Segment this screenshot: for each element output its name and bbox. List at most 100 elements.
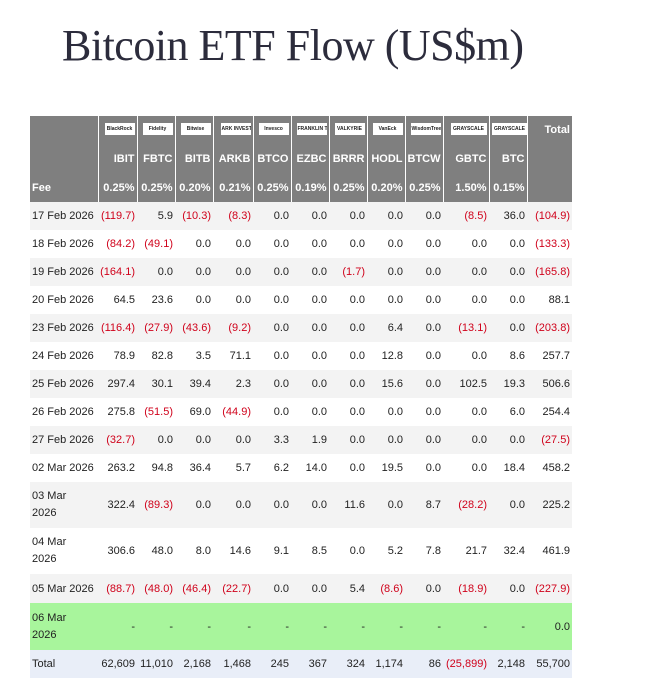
cell: 62,609 [98,650,137,678]
data-row: 18 Feb 2026 (84.2) (49.1) 0.0 0.0 0.0 0.0 0.0 0.… [30,230,572,258]
cell: (104.9) [527,202,572,230]
header-cell [30,144,98,173]
cell: 8.6 [509,350,525,362]
date: 05 Mar 2026 [32,582,94,595]
cell: 297.4 [98,370,137,398]
cell: 0.0 [137,258,175,286]
header-cell: FRANKLIN TEMPLETON [290,116,329,144]
cell: 324 [329,650,367,678]
cell: - [443,603,489,650]
cell: 0.0 [471,350,487,362]
title: Bitcoin ETF Flow (US$m) [62,21,524,70]
cell: 0.0 [425,238,441,250]
cell: 0.0 [387,238,403,250]
total-label: Total [30,650,98,678]
date: 24 Feb 2026 [32,350,94,362]
cell: 0.0 [273,238,289,250]
cell: 0.0 [213,426,253,454]
header-cell [526,144,572,173]
cell: (164.1) [98,258,137,286]
cell: 0.0 [509,238,525,250]
cell: - [291,603,329,650]
cell: (8.3) [213,202,253,230]
total-header: Total [526,116,572,144]
cell: (89.3) [137,482,175,528]
ticker: ARKB [212,144,253,173]
cell: 78.9 [113,350,135,362]
header-cell: VALKYRIE [328,116,367,144]
cell: 0.0 [471,406,487,418]
cell: 0.0 [291,258,329,286]
cell: 0.0 [253,574,291,603]
fee: 0.25% [252,173,291,202]
data-row: 24 Feb 2026 78.9 82.8 3.5 71.1 0.0 0.0 0.0 12.8 0… [30,342,572,370]
cell: 0.0 [213,258,253,286]
cell: (133.3) [535,238,570,250]
ticker: BTCO [252,144,291,173]
ticker: BRRR [328,144,367,173]
cell: (49.1) [144,238,173,250]
cell: (116.4) [98,314,137,342]
cell: (32.7) [98,426,137,454]
date-cell: 18 Feb 2026 [30,230,98,258]
cell: (8.5) [443,202,489,230]
date-cell: 27 Feb 2026 [30,426,98,454]
date-cell: 02 Mar 2026 [30,454,98,482]
cell: 225.2 [527,482,572,528]
cell: 1,468 [213,650,253,678]
cell: 0.0 [311,350,327,362]
cell: 0.0 [253,482,291,528]
fund-logo: VanEck [372,122,403,135]
header-cell: GRAYSCALE [488,116,528,144]
date-cell: 05 Mar 2026 [30,574,98,603]
cell: 0.0 [291,202,329,230]
header-cell: ARK INVEST [212,116,253,144]
cell: (27.9) [137,314,175,342]
ticker: BTC [488,144,527,173]
date-cell: 26 Feb 2026 [30,398,98,426]
cell: 0.0 [235,294,251,306]
cell: 11,010 [137,650,175,678]
cell: (227.9) [527,574,572,603]
cell: (18.9) [443,574,489,603]
cell: 0.0 [349,350,365,362]
cell: 5.4 [329,574,367,603]
cell: 15.6 [367,370,405,398]
header-cell: Invesco [252,116,291,144]
cell: 461.9 [542,545,570,557]
cell: - [98,603,137,650]
fund-logo: GRAYSCALE [491,122,528,135]
cell: 367 [291,650,329,678]
cell: 0.0 [311,406,327,418]
date: 23 Feb 2026 [32,322,94,334]
cell: 19.5 [381,462,403,474]
cell: 0.0 [291,370,329,398]
cell: 0.0 [253,314,291,342]
ticker: GBTC [442,144,489,173]
cell: - [137,603,175,650]
cell: 1.9 [291,426,329,454]
date: 20 Feb 2026 [32,294,94,306]
ticker-row: IBIT FBTC BITB ARKB BTCO EZBC BRRR HODL BTCW GBTC… [30,144,572,173]
fee: 0.25% [136,173,175,202]
cell: 0.0 [329,202,367,230]
cell: 0.0 [291,314,329,342]
data-row: 05 Mar 2026 (88.7) (48.0) (46.4) (22.7) 0.0 0.… [30,574,572,603]
cell: 0.0 [489,482,527,528]
date-cell: 06 Mar 2026 [30,603,98,650]
cell: 12.8 [381,350,403,362]
cell: 263.2 [107,462,135,474]
fee-label: Fee [30,173,98,202]
date-cell: 20 Feb 2026 [30,286,98,314]
cell: 0.0 [405,314,443,342]
cell: 0.0 [349,294,365,306]
cell: 8.0 [195,545,211,557]
header-cell: BlackRock [97,116,137,144]
cell: 1,174 [367,650,405,678]
date-cell: 23 Feb 2026 [30,314,98,342]
date: 18 Feb 2026 [32,238,94,250]
cell: (1.7) [329,258,367,286]
ticker: EZBC [290,144,329,173]
header-cell: WisdomTree [404,116,443,144]
ticker: BTCW [404,144,443,173]
